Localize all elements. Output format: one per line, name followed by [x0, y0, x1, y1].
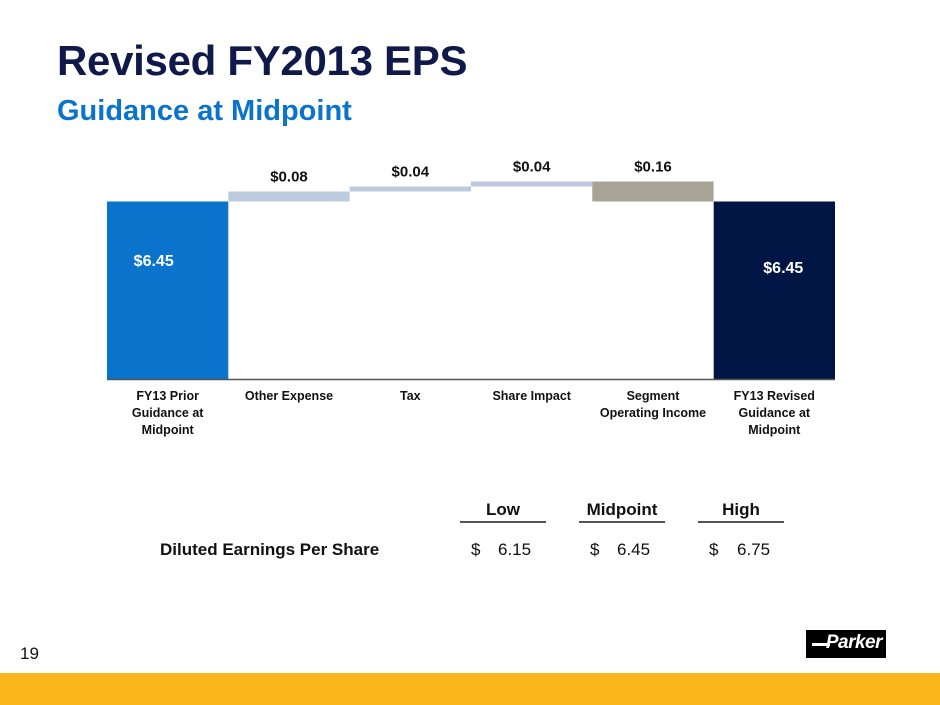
data-label: $0.04	[392, 164, 430, 181]
parker-logo: Parker	[806, 630, 886, 658]
data-label: $0.16	[634, 159, 672, 176]
slide-title: Revised FY2013 EPS	[57, 37, 468, 84]
data-label: $6.45	[134, 253, 174, 270]
row-label: Diluted Earnings Per Share	[160, 540, 380, 559]
logo-text: Parker	[825, 632, 883, 653]
bar-other-expense	[228, 191, 350, 202]
waterfall-chart: $6.45 FY13 Prior Guidance at Midpoint $0.08 O…	[107, 159, 835, 437]
bar-fy13-revised-guidance-at-midpoint	[713, 201, 835, 379]
bar-share-impact	[471, 181, 593, 187]
column-header-underline	[579, 521, 665, 523]
bar-tax	[349, 186, 471, 192]
category-label: Midpoint	[748, 423, 801, 437]
cell-low-value: 6.15	[498, 540, 532, 559]
category-label: Guidance at	[132, 406, 204, 420]
cell-high-value: 6.75	[737, 540, 771, 559]
category-label: FY13 Prior	[136, 389, 199, 403]
page-number: 19	[20, 644, 39, 663]
category-label: Midpoint	[142, 423, 195, 437]
column-header-underline	[460, 521, 546, 523]
data-label: $0.08	[270, 169, 308, 186]
category-label: Segment	[627, 389, 681, 403]
category-label: FY13 Revised	[734, 389, 815, 403]
category-label: Operating Income	[600, 406, 706, 420]
data-label: $0.04	[513, 159, 551, 176]
currency-symbol: $	[590, 540, 600, 559]
category-label: Share Impact	[492, 389, 571, 403]
currency-symbol: $	[709, 540, 719, 559]
slide-subtitle: Guidance at Midpoint	[57, 95, 352, 127]
data-label: $6.45	[763, 260, 803, 277]
column-header-underline	[698, 521, 784, 523]
column-header-low: Low	[486, 500, 520, 519]
bar-segment-operating-income	[592, 181, 714, 202]
category-label: Tax	[400, 389, 421, 403]
column-header-high: High	[722, 500, 760, 519]
category-label: Guidance at	[739, 406, 811, 420]
column-header-midpoint: Midpoint	[586, 500, 658, 519]
logo-stripe	[812, 643, 830, 646]
category-label: Other Expense	[245, 389, 333, 403]
footer-band	[0, 673, 940, 705]
cell-midpoint-value: 6.45	[617, 540, 651, 559]
currency-symbol: $	[471, 540, 481, 559]
bar-fy13-prior-guidance-at-midpoint	[107, 201, 229, 379]
